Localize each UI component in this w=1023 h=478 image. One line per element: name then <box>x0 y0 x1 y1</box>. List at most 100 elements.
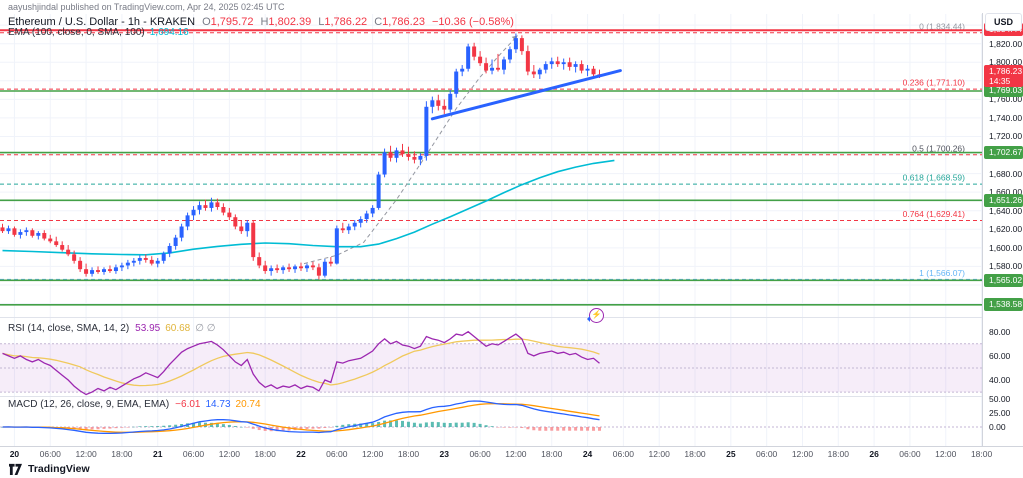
candle-body <box>567 62 572 67</box>
macd-legend-label: MACD (12, 26, close, 9, EMA, EMA) <box>8 399 170 410</box>
rsi-line <box>2 330 600 396</box>
ema-legend[interactable]: EMA (100, close, 0, SMA, 100) 1,694.16 <box>8 27 189 38</box>
symbol-title[interactable]: Ethereum / U.S. Dollar - 1h - KRAKEN <box>8 16 196 28</box>
price-tick-label: 1,620.00 <box>989 224 1023 235</box>
macd-histogram-bar <box>400 420 404 427</box>
candle-body <box>167 245 172 254</box>
candle-body <box>412 156 417 160</box>
rsi-extra-values: ∅ ∅ <box>195 323 216 334</box>
macd-histogram-bar <box>574 427 578 431</box>
macd-histogram-bar <box>227 424 231 427</box>
fib-label: 0 (1,834.44) <box>919 21 965 31</box>
candle-body <box>245 222 250 232</box>
rsi-value: 53.95 <box>135 323 161 334</box>
symbol-legend: Ethereum / U.S. Dollar - 1h - KRAKEN O1,7… <box>8 16 514 28</box>
price-tick-label: 1,660.00 <box>989 187 1023 198</box>
candle-body <box>293 266 298 270</box>
macd-legend[interactable]: MACD (12, 26, close, 9, EMA, EMA) −6.01 14… <box>8 399 261 410</box>
price-tick-label: 1,800.00 <box>989 57 1023 68</box>
macd-histogram-bar <box>556 427 560 431</box>
time-tick-label: 12:00 <box>361 449 384 459</box>
candle-body <box>484 63 489 71</box>
macd-histogram-bar <box>568 427 572 431</box>
macd-histogram-bar <box>251 427 255 429</box>
candle-body <box>113 267 118 272</box>
time-tick-label: 23 <box>439 449 449 459</box>
candle-body <box>394 150 399 158</box>
time-tick-label: 12:00 <box>648 449 670 459</box>
macd-hist-value: −6.01 <box>175 399 201 410</box>
candle-body <box>513 38 518 50</box>
candle-body <box>370 207 375 214</box>
time-tick-label: 18:00 <box>684 449 706 459</box>
time-tick-label: 06:00 <box>39 449 61 459</box>
candle-body <box>287 267 292 270</box>
macd-histogram-bar <box>472 422 476 427</box>
price-tick-label: 1,740.00 <box>989 112 1023 123</box>
time-axis[interactable]: 20 06:00 12:00 18:00 21 06:00 12:00 18:00 22 06:0… <box>0 446 1023 462</box>
candle-body <box>179 226 184 238</box>
macd-histogram-bar <box>84 427 88 430</box>
macd-axis-label: 0.00 <box>989 422 1006 432</box>
candle-body <box>448 93 453 110</box>
rsi-pane-svg[interactable] <box>0 318 982 397</box>
macd-histogram-bar <box>580 427 584 431</box>
candle-body <box>406 154 411 157</box>
macd-line <box>2 400 600 435</box>
candle-body <box>96 270 101 272</box>
candle-body <box>466 46 471 69</box>
macd-histogram-bar <box>490 426 494 427</box>
close-letter: C <box>374 16 383 28</box>
candle-body <box>364 213 369 220</box>
macd-histogram-bar <box>592 427 596 431</box>
price-tick-label: 1,720.00 <box>989 131 1023 142</box>
macd-pane-svg[interactable] <box>0 397 982 446</box>
ema-legend-label: EMA (100, close, 0, SMA, 100) <box>8 27 145 38</box>
macd-histogram-bar <box>418 423 422 427</box>
rsi-legend[interactable]: RSI (14, close, SMA, 14, 2) 53.95 60.68 ∅ ∅ <box>8 323 215 334</box>
candle-body <box>281 267 286 271</box>
time-tick-label: 25 <box>726 449 736 459</box>
candle-body <box>251 222 256 258</box>
macd-histogram-bar <box>508 427 512 428</box>
candle-body <box>418 155 423 160</box>
macd-histogram-bar <box>550 427 554 431</box>
candle-body <box>328 261 333 264</box>
time-tick-label: 12:00 <box>505 449 527 459</box>
price-tick-label: 1,580.00 <box>989 261 1023 272</box>
candle-body <box>66 249 71 255</box>
candle-body <box>149 259 154 264</box>
candle-body <box>24 230 29 233</box>
price-axis[interactable]: USD 1,820.00 1,800.00 1,760.00 1,740.00 1,72… <box>982 13 1023 446</box>
macd-histogram-bar <box>544 427 548 431</box>
price-level-badge: 1,769.03 <box>984 84 1023 98</box>
macd-histogram-bar <box>371 423 375 427</box>
candle-body <box>436 100 441 106</box>
price-tick-label: 1,680.00 <box>989 168 1023 179</box>
main-pane-svg[interactable]: 0 (1,834.44) 0.236 (1,771.10) 0.5 (1,700.2… <box>0 14 982 318</box>
macd-histogram-bar <box>317 427 321 429</box>
time-tick-label: 18:00 <box>541 449 563 459</box>
currency-button[interactable]: USD <box>985 13 1022 31</box>
macd-histogram-bar <box>514 427 518 428</box>
candle-body <box>0 227 5 232</box>
candle-body <box>185 215 190 227</box>
candle-body <box>191 209 196 216</box>
macd-histogram-bar <box>562 427 566 431</box>
candle-body <box>543 64 548 70</box>
fib-label: 0.236 (1,771.10) <box>903 78 966 88</box>
time-tick-label: 21 <box>152 449 163 459</box>
rsi-ma-value: 60.68 <box>165 323 191 334</box>
rsi-axis-label: 40.00 <box>989 375 1011 386</box>
tradingview-brand[interactable]: TradingView <box>28 462 90 475</box>
price-tick-label: 1,760.00 <box>989 94 1023 105</box>
pane-separator <box>0 317 982 318</box>
time-tick-label: 12:00 <box>791 449 814 459</box>
tradingview-logo[interactable] <box>8 462 23 475</box>
candle-body <box>340 228 345 231</box>
candle-body <box>18 232 23 235</box>
candle-body <box>525 51 530 72</box>
candle-body <box>275 268 280 271</box>
candle-body <box>496 67 501 70</box>
sticker-lightning-icon[interactable]: ⚡ <box>587 308 604 323</box>
